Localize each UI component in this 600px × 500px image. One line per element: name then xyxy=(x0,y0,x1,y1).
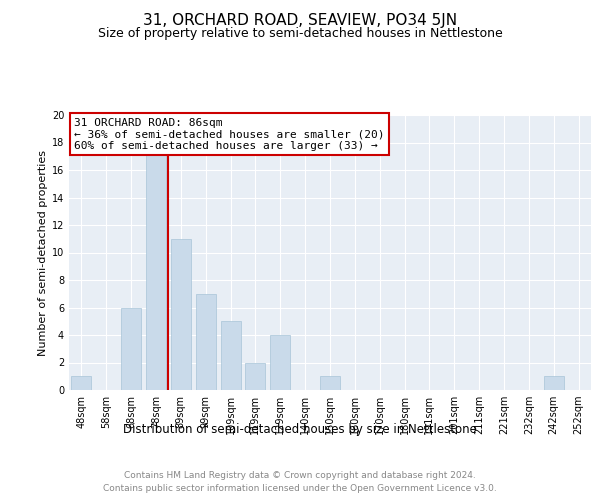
Bar xyxy=(196,294,215,390)
Text: 31 ORCHARD ROAD: 86sqm
← 36% of semi-detached houses are smaller (20)
60% of sem: 31 ORCHARD ROAD: 86sqm ← 36% of semi-det… xyxy=(74,118,385,151)
Bar xyxy=(271,335,290,390)
Bar xyxy=(121,308,141,390)
Bar xyxy=(146,142,166,390)
Text: Distribution of semi-detached houses by size in Nettlestone: Distribution of semi-detached houses by … xyxy=(123,422,477,436)
Bar xyxy=(171,239,191,390)
Text: Contains public sector information licensed under the Open Government Licence v3: Contains public sector information licen… xyxy=(103,484,497,493)
Bar xyxy=(320,376,340,390)
Bar xyxy=(245,362,265,390)
Y-axis label: Number of semi-detached properties: Number of semi-detached properties xyxy=(38,150,47,356)
Bar xyxy=(221,322,241,390)
Bar xyxy=(71,376,91,390)
Text: Contains HM Land Registry data © Crown copyright and database right 2024.: Contains HM Land Registry data © Crown c… xyxy=(124,471,476,480)
Bar xyxy=(544,376,563,390)
Text: Size of property relative to semi-detached houses in Nettlestone: Size of property relative to semi-detach… xyxy=(98,28,502,40)
Text: 31, ORCHARD ROAD, SEAVIEW, PO34 5JN: 31, ORCHARD ROAD, SEAVIEW, PO34 5JN xyxy=(143,12,457,28)
